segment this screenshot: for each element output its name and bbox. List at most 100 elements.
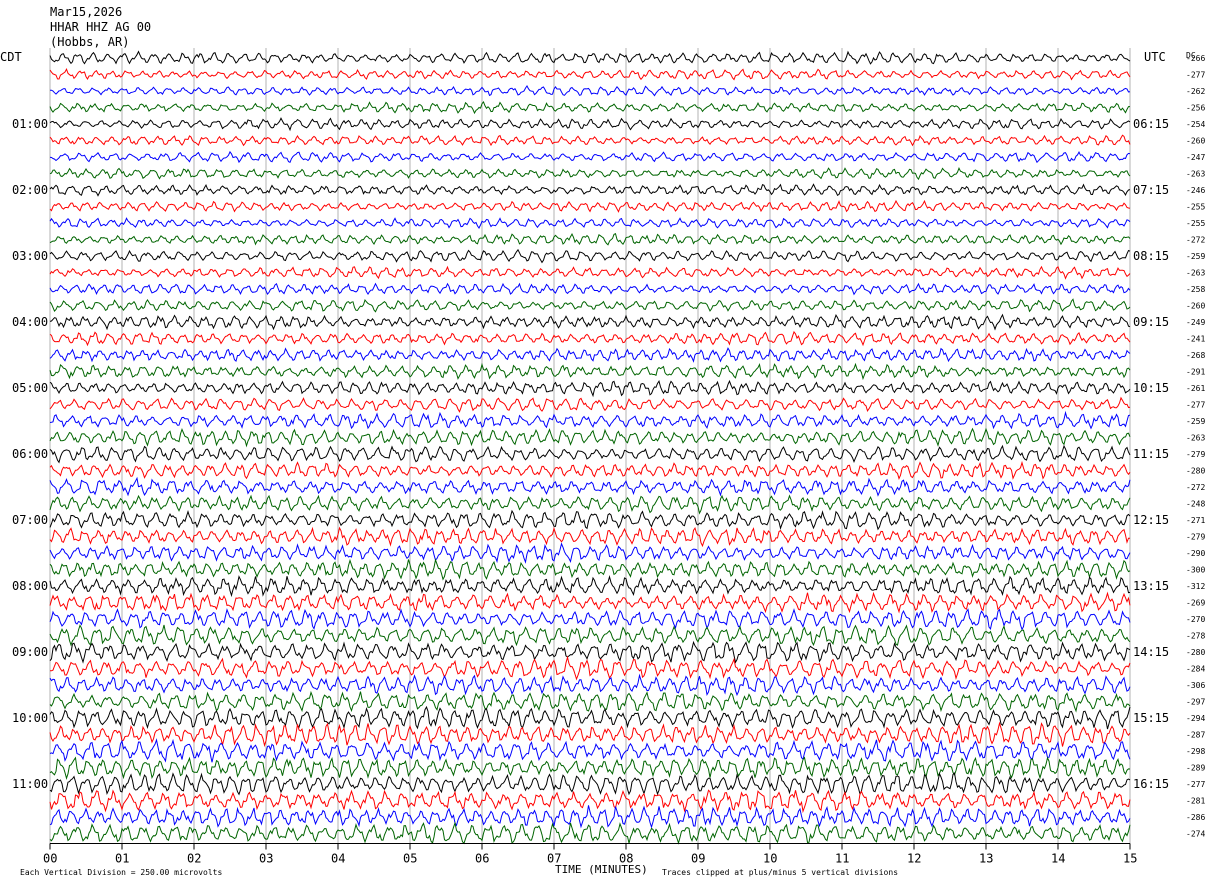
left-hour-label: 05:00	[12, 381, 48, 395]
dc-offset-label: -298	[1186, 747, 1205, 756]
trace-line-37	[50, 655, 1131, 681]
trace-line-6	[49, 150, 1131, 164]
dc-offset-label: -255	[1186, 203, 1205, 212]
dc-offset-label: -261	[1186, 384, 1205, 393]
trace-line-14	[49, 282, 1131, 296]
trace-line-22	[49, 410, 1131, 430]
x-tick-label: 04	[331, 852, 345, 866]
trace-line-4	[49, 117, 1131, 132]
left-hour-label: 07:00	[12, 513, 48, 527]
trace-line-18	[49, 347, 1131, 363]
trace-line-41	[49, 721, 1131, 748]
trace-line-29	[49, 526, 1130, 548]
dc-offset-label: -291	[1186, 368, 1205, 377]
x-tick-label: 02	[187, 852, 201, 866]
dc-offset-label: -289	[1186, 764, 1205, 773]
trace-line-26	[49, 476, 1131, 497]
dc-offset-label: -256	[1186, 104, 1205, 113]
time-gridlines	[49, 48, 1131, 844]
dc-offset-label: -277	[1186, 71, 1205, 80]
dc-offset-label: -270	[1186, 615, 1205, 624]
trace-line-15	[49, 298, 1131, 313]
dc-offset-label: -277	[1186, 780, 1205, 789]
dc-offset-label: -248	[1186, 500, 1205, 509]
trace-line-5	[49, 134, 1131, 147]
left-hour-label: 11:00	[12, 777, 48, 791]
dc-offset-label: -260	[1186, 137, 1205, 146]
trace-line-3	[49, 101, 1130, 115]
dc-offset-label: -255	[1186, 219, 1205, 228]
right-hour-labels: 06:15 07:15 08:15 09:15 10:15 11:15 12:15 13:15…	[1133, 117, 1169, 791]
dc-offset-label: -246	[1186, 186, 1205, 195]
trace-line-7	[49, 166, 1131, 181]
dc-header-label: DC	[1186, 51, 1196, 60]
x-tick-label: 10	[763, 852, 777, 866]
dc-offset-label: -272	[1186, 483, 1205, 492]
trace-line-12	[49, 248, 1131, 264]
left-timezone-label: CDT	[0, 50, 22, 64]
station-label: HHAR HHZ AG 00	[50, 20, 151, 34]
x-tick-label: 13	[979, 852, 993, 866]
trace-line-1	[49, 67, 1131, 81]
dc-offset-label: -259	[1186, 417, 1205, 426]
trace-line-28	[49, 509, 1131, 531]
right-hour-label: 09:15	[1133, 315, 1169, 329]
trace-line-47	[49, 821, 1131, 845]
dc-offset-label: -263	[1186, 170, 1205, 179]
x-tick-label: 03	[259, 852, 273, 866]
right-hour-label: 13:15	[1133, 579, 1169, 593]
dc-offset-label: -260	[1186, 302, 1205, 311]
x-axis: 00 01 02 03 04 05 06 07 08 09 10 11 12 13 14 15	[43, 843, 1137, 866]
trace-line-17	[49, 330, 1131, 347]
x-tick-label: 11	[835, 852, 849, 866]
trace-line-44	[49, 772, 1131, 796]
dc-offset-label: -280	[1186, 648, 1205, 657]
x-tick-label: 09	[691, 852, 705, 866]
left-hour-label: 10:00	[12, 711, 48, 725]
trace-line-32	[49, 575, 1131, 598]
right-hour-label: 12:15	[1133, 513, 1169, 527]
dc-offset-label: -306	[1186, 681, 1205, 690]
trace-line-42	[49, 738, 1131, 763]
trace-line-40	[49, 705, 1131, 730]
trace-line-33	[49, 591, 1131, 614]
trace-line-21	[49, 396, 1131, 413]
x-tick-label: 15	[1123, 852, 1137, 866]
trace-group	[49, 50, 1131, 845]
dc-offset-label: -241	[1186, 335, 1205, 344]
x-tick-label: 07	[547, 852, 561, 866]
trace-line-24	[49, 444, 1131, 464]
trace-line-27	[49, 494, 1131, 515]
trace-line-16	[49, 313, 1131, 331]
left-hour-label: 08:00	[12, 579, 48, 593]
trace-line-0	[49, 50, 1131, 65]
trace-line-25	[49, 460, 1131, 480]
dc-offset-label: -259	[1186, 252, 1205, 261]
trace-line-38	[49, 673, 1131, 697]
trace-line-9	[49, 199, 1131, 213]
dc-offset-label: -297	[1186, 698, 1205, 707]
trace-line-11	[49, 232, 1131, 246]
dc-offset-label: -287	[1186, 731, 1205, 740]
x-axis-title: TIME (MINUTES)	[555, 863, 648, 876]
dc-offset-label: -272	[1186, 236, 1205, 245]
trace-line-8	[49, 183, 1131, 197]
trace-line-43	[49, 756, 1131, 780]
dc-offset-label: -294	[1186, 714, 1205, 723]
left-hour-label: 06:00	[12, 447, 48, 461]
x-tick-label: 05	[403, 852, 417, 866]
trace-line-19	[49, 362, 1131, 381]
x-tick-label: 01	[115, 852, 129, 866]
trace-line-34	[49, 608, 1131, 631]
trace-line-30	[49, 542, 1131, 564]
trace-line-23	[49, 427, 1131, 448]
left-hour-labels: 01:00 02:00 03:00 04:00 05:00 06:00 07:00 08:00…	[12, 117, 48, 791]
vertical-division-note: Each Vertical Division = 250.00 microvol…	[20, 868, 222, 877]
dc-offset-label: -258	[1186, 285, 1205, 294]
right-hour-label: 06:15	[1133, 117, 1169, 131]
right-hour-label: 07:15	[1133, 183, 1169, 197]
trace-line-39	[49, 690, 1131, 713]
right-hour-label: 16:15	[1133, 777, 1169, 791]
trace-line-10	[49, 217, 1131, 229]
